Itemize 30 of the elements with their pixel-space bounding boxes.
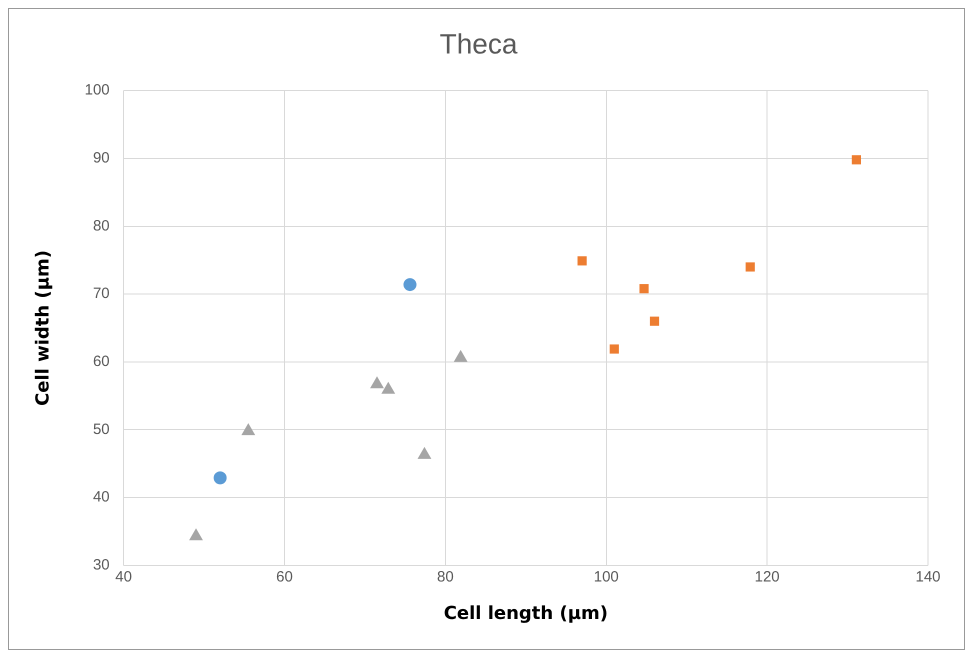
point xyxy=(610,344,619,354)
point xyxy=(650,316,660,326)
point xyxy=(381,382,396,394)
y-tick-label: 50 xyxy=(92,420,110,438)
x-tick-label: 40 xyxy=(115,568,132,586)
y-tick-label: 30 xyxy=(92,556,110,574)
y-tick-label: 40 xyxy=(92,488,110,506)
point xyxy=(241,423,256,436)
point xyxy=(454,350,468,362)
point xyxy=(578,256,587,266)
y-tick-label: 70 xyxy=(92,285,110,302)
point xyxy=(852,155,862,164)
y-tick-label: 90 xyxy=(92,150,110,167)
x-tick-label: 140 xyxy=(915,568,941,586)
x-tick-label: 120 xyxy=(754,568,780,586)
chart-title: Theca xyxy=(440,28,518,60)
point xyxy=(746,262,755,272)
point xyxy=(403,278,416,292)
y-tick-label: 60 xyxy=(92,353,110,370)
y-tick-label: 100 xyxy=(84,82,110,99)
point xyxy=(418,446,432,459)
x-axis-title: Cell length (µm) xyxy=(444,602,608,624)
point xyxy=(370,376,384,388)
point xyxy=(189,528,203,540)
x-tick-label: 100 xyxy=(594,568,619,586)
x-tick-label: 60 xyxy=(276,568,293,586)
y-tick-label: 80 xyxy=(92,217,110,234)
x-tick-label: 80 xyxy=(437,568,454,586)
y-axis-title: Cell width (µm) xyxy=(32,250,54,406)
point xyxy=(639,284,649,294)
